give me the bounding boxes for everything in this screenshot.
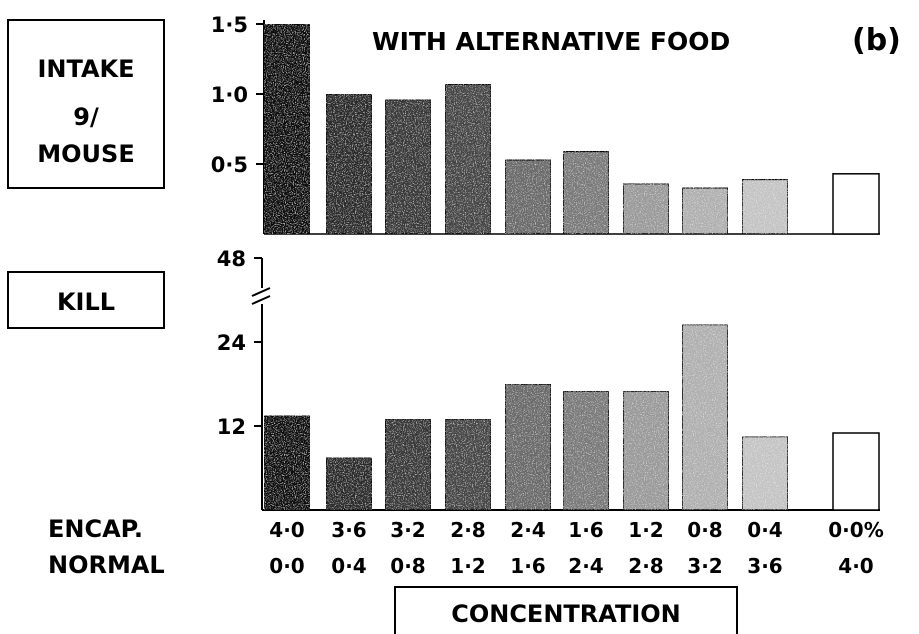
kill-bar <box>741 435 789 511</box>
kill-bar <box>263 414 311 511</box>
normal-tick-label: 3·2 <box>687 554 722 578</box>
intake-bar <box>681 187 729 235</box>
intake-bar <box>622 182 670 235</box>
intake-bar <box>504 159 552 235</box>
kill-bar <box>622 390 670 511</box>
normal-tick-label: 4·0 <box>838 554 873 578</box>
encap-tick-label: 0·8 <box>687 518 722 542</box>
normal-tick-label: 3·6 <box>747 554 782 578</box>
kill-y-tick-label: 12 <box>217 415 246 439</box>
kill-y-tick-label: 48 <box>217 247 246 271</box>
kill-bar <box>504 383 552 511</box>
intake-bar <box>384 98 432 235</box>
kill-bar <box>681 323 729 511</box>
kill-bar <box>384 418 432 511</box>
intake-bar <box>263 23 311 235</box>
normal-tick-label: 0·8 <box>390 554 425 578</box>
encap-tick-label: 3·6 <box>331 518 366 542</box>
encap-tick-label: 0·0% <box>828 518 883 542</box>
intake-axes: 0·5 1·0 1·5 <box>211 13 880 235</box>
encap-tick-label: 2·8 <box>450 518 485 542</box>
chart-title: WITH ALTERNATIVE FOOD <box>372 27 730 56</box>
encap-row-label: ENCAP. <box>48 515 143 543</box>
encap-tick-label: 1·6 <box>568 518 603 542</box>
kill-bar <box>832 432 880 511</box>
intake-y-tick-label: 1·5 <box>211 13 248 37</box>
intake-ylabel-box: INTAKE 9/ MOUSE <box>7 19 165 189</box>
encap-tick-label: 3·2 <box>390 518 425 542</box>
kill-bars <box>263 323 880 511</box>
kill-y-tick-label: 24 <box>217 331 246 355</box>
intake-bar <box>832 173 880 235</box>
x-axis-title: CONCENTRATION <box>451 600 681 628</box>
intake-bar <box>325 93 373 235</box>
normal-tick-label: 0·0 <box>269 554 304 578</box>
normal-tick-label: 1·6 <box>510 554 545 578</box>
kill-ylabel: KILL <box>57 288 115 316</box>
intake-bar <box>562 150 610 235</box>
intake-y-tick-label: 1·0 <box>211 83 248 107</box>
encap-tick-label: 0·4 <box>747 518 782 542</box>
encap-tick-label: 4·0 <box>269 518 304 542</box>
intake-ylabel-line-2: 9/ <box>73 103 99 131</box>
intake-bars <box>263 23 880 235</box>
axis-break-mark <box>251 287 271 305</box>
kill-y-ticks: 12 24 48 <box>217 247 262 439</box>
normal-tick-label: 2·4 <box>568 554 603 578</box>
kill-bar <box>325 456 373 511</box>
normal-tick-label: 2·8 <box>628 554 663 578</box>
encap-tick-label: 2·4 <box>510 518 545 542</box>
normal-tick-label: 1·2 <box>450 554 485 578</box>
kill-axes: 12 24 48 <box>217 247 880 511</box>
concentration-box: CONCENTRATION <box>394 586 738 634</box>
intake-bar <box>741 178 789 235</box>
intake-ylabel-line-1: INTAKE <box>37 55 134 83</box>
kill-bar <box>444 418 492 511</box>
normal-tick-label: 0·4 <box>331 554 366 578</box>
intake-ylabel-line-3: MOUSE <box>37 140 134 168</box>
kill-bar <box>562 390 610 511</box>
normal-row-label: NORMAL <box>48 551 165 579</box>
intake-y-ticks: 0·5 1·0 1·5 <box>211 13 264 177</box>
x-tick-labels: 4·0 0·0 3·6 0·4 3·2 0·8 2·8 1·2 2·4 1·6 1·6 2·4 1·2 2… <box>269 518 883 578</box>
intake-y-tick-label: 0·5 <box>211 153 248 177</box>
kill-ylabel-box: KILL <box>7 271 165 329</box>
encap-tick-label: 1·2 <box>628 518 663 542</box>
intake-bar <box>444 83 492 235</box>
panel-label: (b) <box>852 23 901 58</box>
